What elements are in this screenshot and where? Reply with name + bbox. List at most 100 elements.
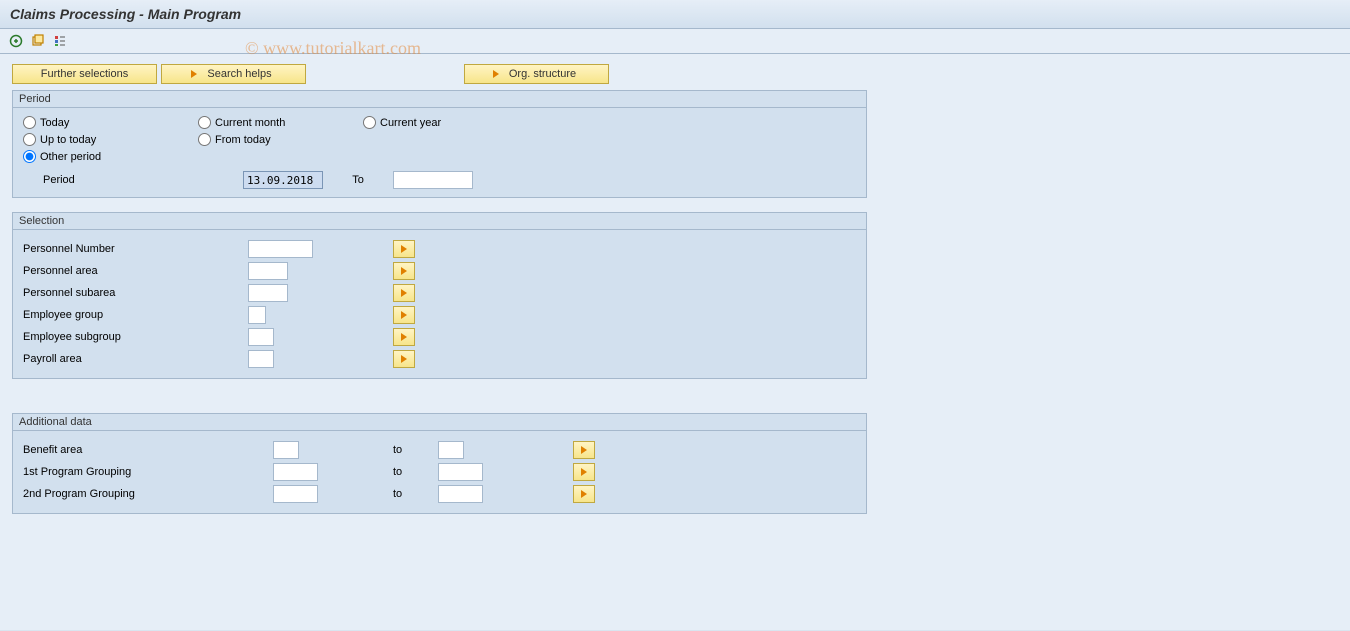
selection-input-cell: [248, 262, 393, 280]
additional-from-input[interactable]: [273, 441, 299, 459]
arrow-right-icon: [491, 67, 505, 81]
period-input-row: Period To: [23, 171, 856, 189]
additional-row: Benefit area to: [23, 439, 856, 461]
multi-select-button[interactable]: [573, 441, 595, 459]
radio-other-period[interactable]: Other period: [23, 150, 198, 163]
selection-input[interactable]: [248, 328, 274, 346]
radio-today-label: Today: [40, 117, 69, 129]
additional-arrow-cell: [573, 485, 603, 503]
additional-to-input[interactable]: [438, 463, 483, 481]
selection-arrow-cell: [393, 284, 423, 302]
additional-arrow-cell: [573, 441, 603, 459]
title-bar: Claims Processing - Main Program: [0, 0, 1350, 29]
multi-select-button[interactable]: [393, 284, 415, 302]
selection-input[interactable]: [248, 262, 288, 280]
selection-label: Personnel subarea: [23, 287, 248, 299]
multi-select-button[interactable]: [393, 240, 415, 258]
additional-from-input[interactable]: [273, 485, 318, 503]
org-structure-label: Org. structure: [509, 68, 576, 80]
additional-row: 1st Program Grouping to: [23, 461, 856, 483]
multi-select-button[interactable]: [573, 463, 595, 481]
additional-to-label: to: [393, 488, 438, 500]
additional-to-label: to: [393, 466, 438, 478]
selection-input[interactable]: [248, 350, 274, 368]
selection-input[interactable]: [248, 306, 266, 324]
period-radio-group: Today Current month Current year Up to t…: [23, 116, 856, 167]
period-to-label: To: [323, 174, 393, 186]
radio-current-year-input[interactable]: [363, 116, 376, 129]
additional-label: 1st Program Grouping: [23, 466, 273, 478]
radio-today[interactable]: Today: [23, 116, 198, 129]
additional-to-input[interactable]: [438, 485, 483, 503]
radio-from-today-input[interactable]: [198, 133, 211, 146]
additional-from-input[interactable]: [273, 463, 318, 481]
additional-to-input[interactable]: [438, 441, 464, 459]
spacer: [310, 64, 460, 84]
selection-label: Payroll area: [23, 353, 248, 365]
selection-arrow-cell: [393, 240, 423, 258]
selection-arrow-cell: [393, 306, 423, 324]
selection-row: Employee subgroup: [23, 326, 856, 348]
additional-from-cell: [273, 463, 393, 481]
additional-to-cell: [438, 463, 573, 481]
multi-select-button[interactable]: [393, 306, 415, 324]
radio-other-period-input[interactable]: [23, 150, 36, 163]
selection-arrow-cell: [393, 350, 423, 368]
execute-icon[interactable]: [8, 33, 24, 49]
multi-select-button[interactable]: [573, 485, 595, 503]
selection-legend: Selection: [13, 213, 866, 230]
search-helps-label: Search helps: [207, 68, 271, 80]
additional-from-cell: [273, 441, 393, 459]
radio-current-month-label: Current month: [215, 117, 285, 129]
selection-input[interactable]: [248, 240, 313, 258]
radio-up-to-today[interactable]: Up to today: [23, 133, 198, 146]
selection-input-cell: [248, 328, 393, 346]
search-helps-button[interactable]: Search helps: [161, 64, 306, 84]
period-label: Period: [43, 174, 243, 186]
additional-label: Benefit area: [23, 444, 273, 456]
toolbar: [0, 29, 1350, 54]
period-legend: Period: [13, 91, 866, 108]
additional-label: 2nd Program Grouping: [23, 488, 273, 500]
multi-select-button[interactable]: [393, 262, 415, 280]
arrow-right-icon: [189, 67, 203, 81]
period-fieldset: Period Today Current month Current year: [12, 90, 867, 198]
additional-to-cell: [438, 485, 573, 503]
additional-body: Benefit area to 1st Program Grouping to …: [13, 431, 866, 513]
selection-arrow-cell: [393, 328, 423, 346]
additional-from-cell: [273, 485, 393, 503]
period-to-input[interactable]: [393, 171, 473, 189]
additional-legend: Additional data: [13, 414, 866, 431]
multi-select-button[interactable]: [393, 350, 415, 368]
selection-label: Personnel area: [23, 265, 248, 277]
selection-fieldset: Selection Personnel Number Personnel are…: [12, 212, 867, 379]
radio-current-month-input[interactable]: [198, 116, 211, 129]
selection-input-cell: [248, 240, 393, 258]
selection-arrow-cell: [393, 262, 423, 280]
selection-input-cell: [248, 350, 393, 368]
period-from-input[interactable]: [243, 171, 323, 189]
selection-input-cell: [248, 306, 393, 324]
org-structure-button[interactable]: Org. structure: [464, 64, 609, 84]
radio-current-year[interactable]: Current year: [363, 116, 538, 129]
radio-from-today[interactable]: From today: [198, 133, 363, 146]
action-button-row: Further selections Search helps Org. str…: [12, 64, 1338, 84]
selection-label: Employee group: [23, 309, 248, 321]
radio-today-input[interactable]: [23, 116, 36, 129]
further-selections-label: Further selections: [41, 68, 128, 80]
radio-current-month[interactable]: Current month: [198, 116, 363, 129]
selection-label: Personnel Number: [23, 243, 248, 255]
selection-body: Personnel Number Personnel area Personne…: [13, 230, 866, 378]
multi-select-button[interactable]: [393, 328, 415, 346]
selection-input[interactable]: [248, 284, 288, 302]
additional-fieldset: Additional data Benefit area to 1st Prog…: [12, 413, 867, 514]
additional-row: 2nd Program Grouping to: [23, 483, 856, 505]
page-title: Claims Processing - Main Program: [10, 6, 241, 22]
radio-up-to-today-input[interactable]: [23, 133, 36, 146]
selection-row: Personnel subarea: [23, 282, 856, 304]
selection-label: Employee subgroup: [23, 331, 248, 343]
variant-icon[interactable]: [30, 33, 46, 49]
radio-from-today-label: From today: [215, 134, 271, 146]
further-selections-button[interactable]: Further selections: [12, 64, 157, 84]
list-icon[interactable]: [52, 33, 68, 49]
